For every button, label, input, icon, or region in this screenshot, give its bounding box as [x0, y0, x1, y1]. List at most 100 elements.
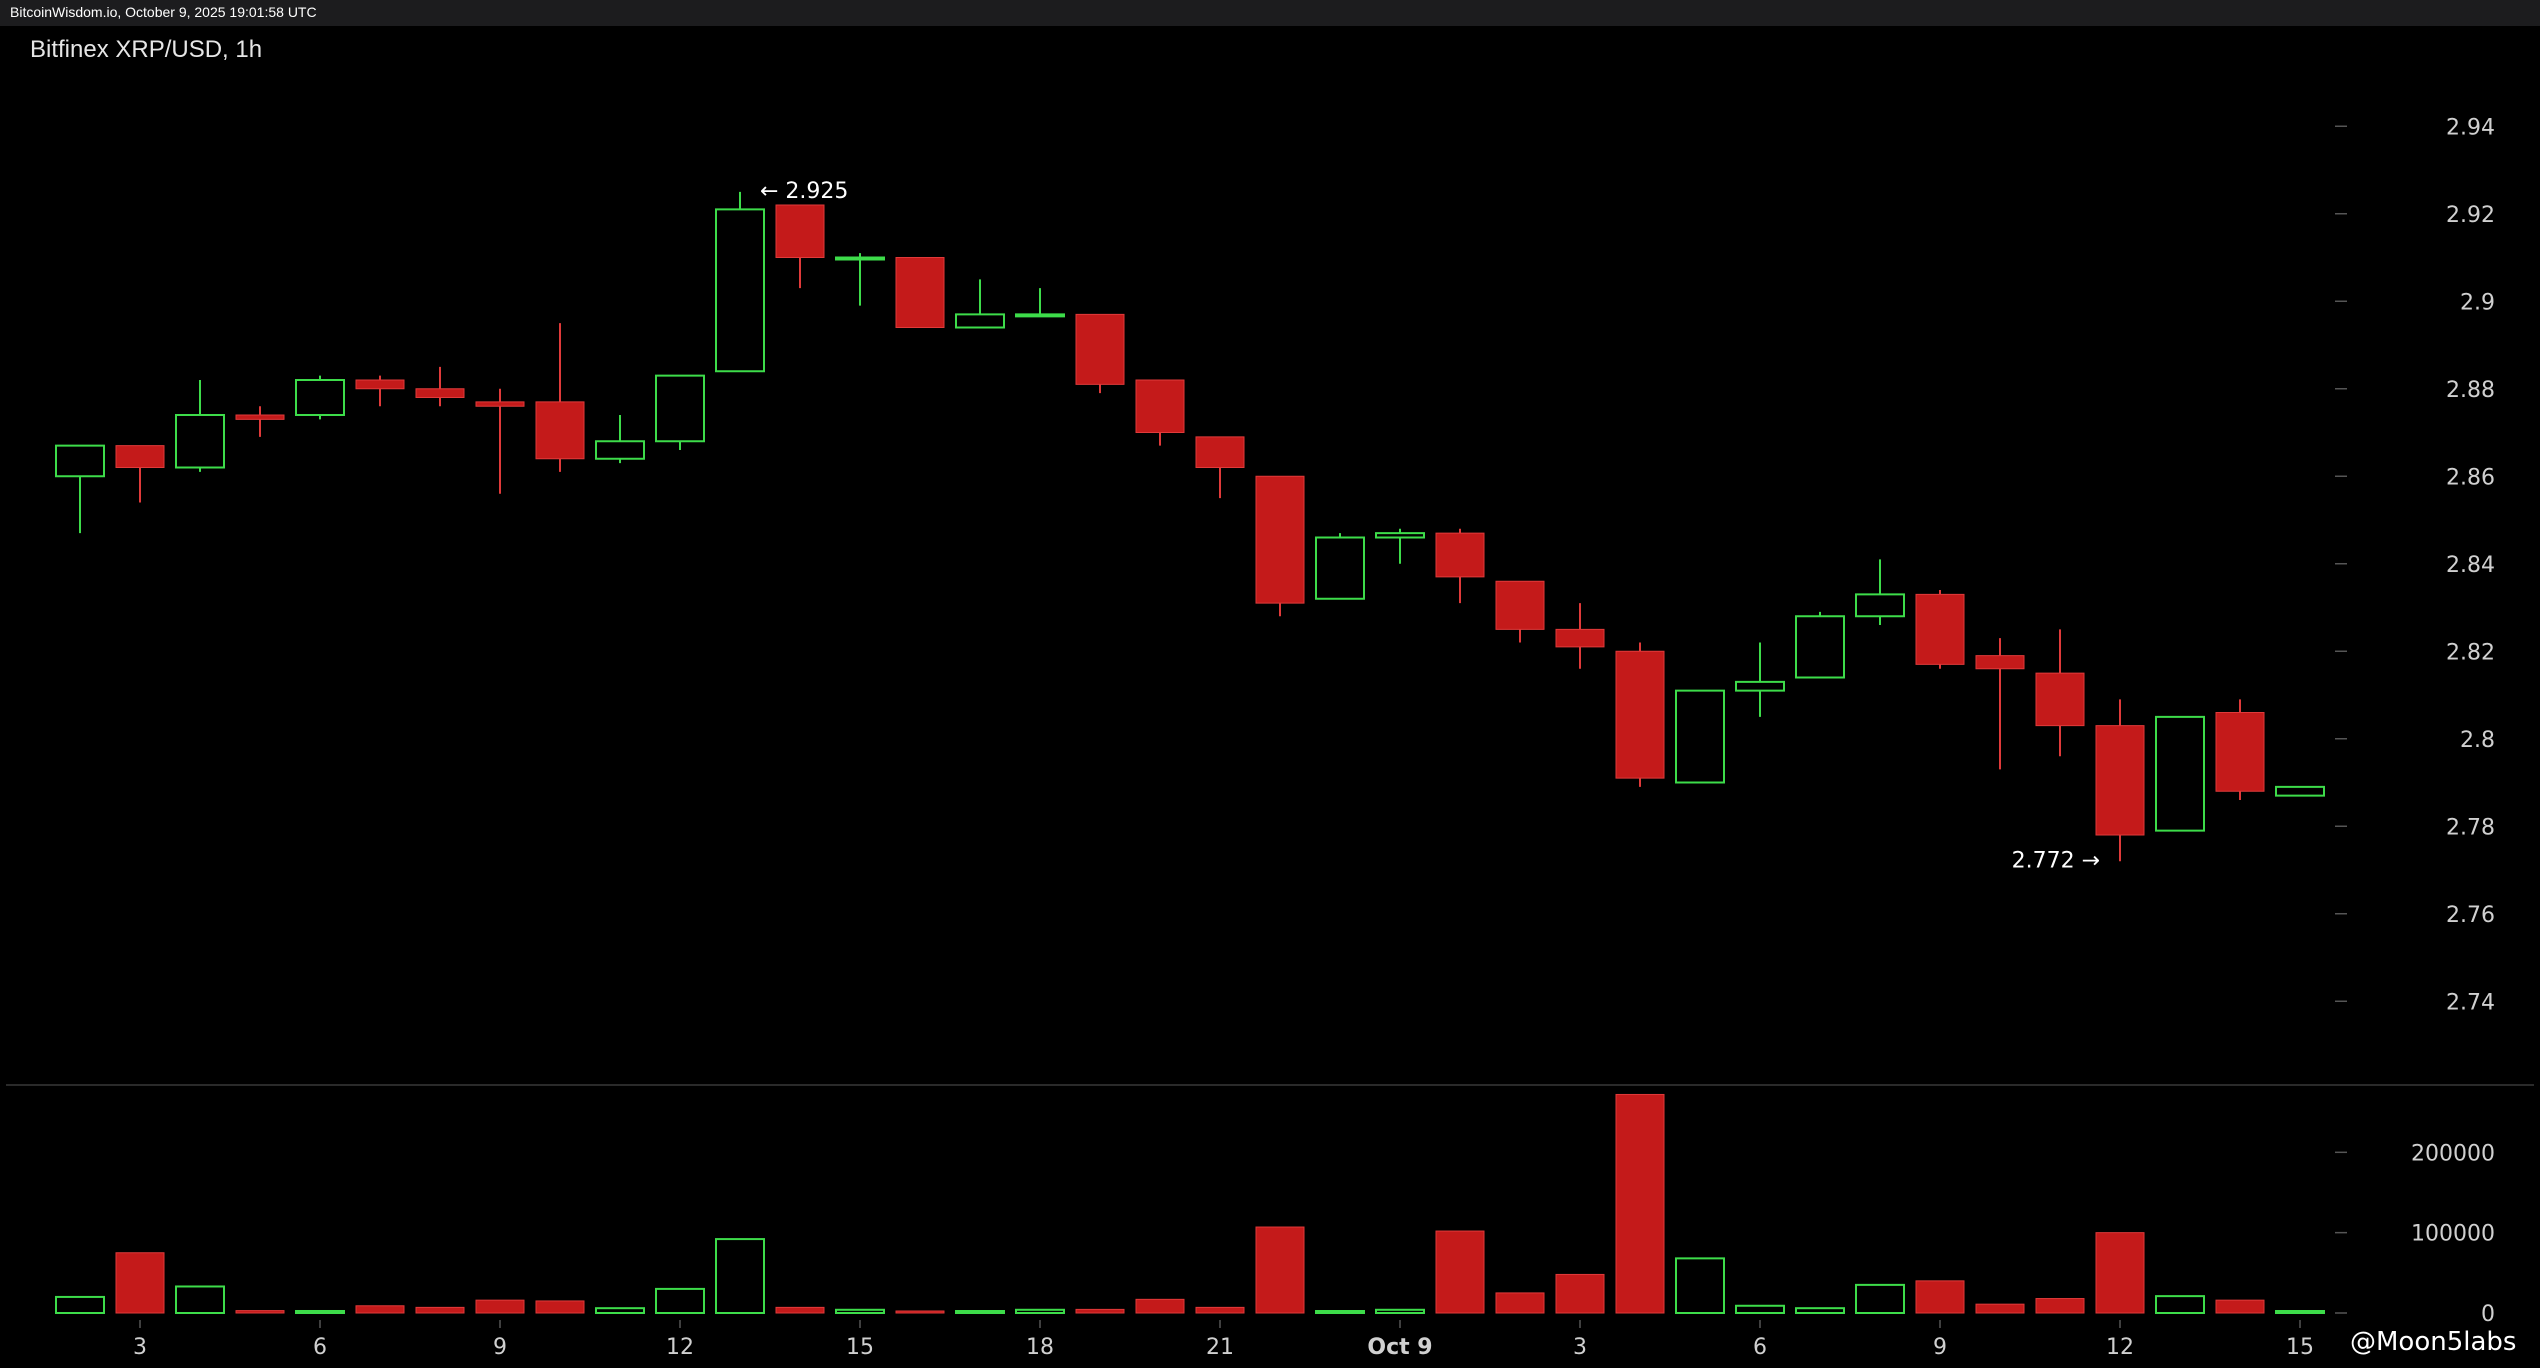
- volume-bar: [1435, 1230, 1485, 1314]
- candle-body: [1615, 650, 1665, 779]
- candle: [1975, 638, 2025, 770]
- x-tick-label: 9: [493, 1335, 507, 1360]
- candle-body: [1675, 689, 1725, 784]
- header-timestamp: BitcoinWisdom.io, October 9, 2025 19:01:…: [10, 4, 317, 20]
- price-tick-label: 2.78: [2446, 815, 2495, 840]
- volume-bar: [1315, 1310, 1365, 1314]
- volume-bar: [1555, 1273, 1605, 1314]
- candle: [955, 279, 1005, 329]
- candle-body: [1915, 593, 1965, 665]
- volume-bar: [355, 1305, 405, 1314]
- x-tick-label: 12: [666, 1335, 694, 1360]
- candle-body: [2035, 672, 2085, 727]
- x-axis: 3 6 9 12 15 18 21 Oct 9 3 6 9 12 15: [133, 1320, 2314, 1360]
- price-tick-label: 2.94: [2446, 115, 2495, 140]
- x-tick-label: 9: [1933, 1335, 1947, 1360]
- candle-body: [655, 374, 705, 443]
- x-tick-label: 15: [846, 1335, 874, 1360]
- volume-bar: [1795, 1307, 1845, 1315]
- high-price-annotation: ← 2.925: [760, 179, 848, 204]
- volume-bar: [2035, 1298, 2085, 1314]
- volume-layer: [55, 1093, 2325, 1315]
- volume-bar: [775, 1306, 825, 1314]
- candle-body: [115, 445, 165, 468]
- volume-tick-label: 0: [2481, 1302, 2495, 1327]
- candle: [115, 445, 165, 503]
- candle: [295, 375, 345, 420]
- candle: [1435, 528, 1485, 604]
- candle-body: [595, 440, 645, 460]
- candle: [475, 388, 525, 494]
- watermark: @Moon5labs: [2350, 1327, 2517, 1357]
- volume-bar: [295, 1309, 345, 1314]
- candle-body: [355, 379, 405, 390]
- candle-body: [415, 388, 465, 398]
- candles-layer: [55, 191, 2325, 862]
- volume-bar: [2095, 1232, 2145, 1314]
- volume-tick-label: 200000: [2411, 1141, 2495, 1166]
- candle: [1495, 580, 1545, 643]
- candle: [2095, 699, 2145, 862]
- volume-bar: [895, 1310, 945, 1314]
- x-tick-label: 18: [1026, 1335, 1054, 1360]
- volume-bar: [1615, 1093, 1665, 1314]
- candle-body: [1075, 313, 1125, 385]
- x-tick-label: 15: [2286, 1335, 2314, 1360]
- volume-bar: [2275, 1310, 2325, 1314]
- candle: [415, 366, 465, 407]
- candle-body: [1435, 532, 1485, 578]
- x-tick-label: 3: [1573, 1335, 1587, 1360]
- volume-bar: [535, 1300, 585, 1314]
- candle: [2275, 785, 2325, 797]
- candle: [835, 253, 885, 306]
- candle: [2155, 715, 2205, 832]
- candle-body: [1975, 655, 2025, 670]
- price-tick-label: 2.76: [2446, 903, 2495, 928]
- x-tick-label: 21: [1206, 1335, 1234, 1360]
- candle-body: [2275, 785, 2325, 797]
- price-tick-label: 2.92: [2446, 203, 2495, 228]
- candle: [175, 380, 225, 472]
- candle: [535, 323, 585, 472]
- volume-bar: [1015, 1308, 1065, 1315]
- candle-body: [1195, 436, 1245, 468]
- candle: [1675, 689, 1725, 784]
- volume-bar: [175, 1285, 225, 1314]
- candle-body: [2215, 712, 2265, 792]
- price-tick-label: 2.88: [2446, 378, 2495, 403]
- candle: [775, 204, 825, 289]
- candle: [1375, 528, 1425, 564]
- header-bar: BitcoinWisdom.io, October 9, 2025 19:01:…: [0, 0, 2540, 26]
- candle: [1915, 590, 1965, 669]
- price-tick-label: 2.8: [2460, 728, 2495, 753]
- candle-body: [535, 401, 585, 460]
- volume-bar: [2155, 1295, 2205, 1314]
- volume-bar: [1075, 1308, 1125, 1314]
- candle-body: [55, 444, 105, 478]
- volume-bar: [1975, 1303, 2025, 1314]
- x-tick-label: 3: [133, 1335, 147, 1360]
- candle-body: [955, 313, 1005, 329]
- candle: [1075, 313, 1125, 394]
- volume-bar: [1195, 1306, 1245, 1314]
- candle: [895, 257, 945, 328]
- volume-bar: [1495, 1292, 1545, 1314]
- candle: [1855, 559, 1905, 625]
- candle-body: [1795, 615, 1845, 679]
- candle: [1555, 603, 1605, 669]
- candle-body: [1015, 313, 1065, 318]
- candle: [715, 191, 765, 373]
- volume-bar: [55, 1295, 105, 1314]
- candle-body: [835, 256, 885, 261]
- candle: [1255, 475, 1305, 617]
- volume-bar: [835, 1308, 885, 1315]
- candle-body: [715, 208, 765, 373]
- chart-frame: [6, 26, 2534, 1364]
- volume-bar: [595, 1307, 645, 1315]
- volume-axis: 0 100000 200000: [2335, 1141, 2495, 1327]
- candle: [1735, 642, 1785, 717]
- candle-body: [295, 379, 345, 416]
- volume-bar: [1255, 1226, 1305, 1314]
